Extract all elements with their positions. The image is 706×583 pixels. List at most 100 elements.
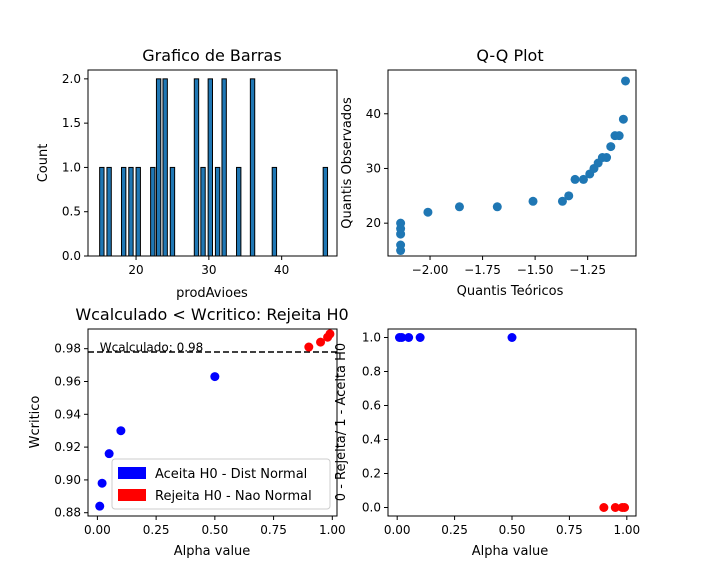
qq-point (570, 174, 580, 184)
wcritico-point (316, 337, 326, 347)
qq-point (492, 202, 502, 212)
wcritico-point (97, 478, 107, 488)
wcritico-xtick-label: 0.25 (143, 523, 170, 537)
wcritico-xlabel: Alpha value (174, 544, 251, 559)
decision-ytick-label: 1.0 (362, 331, 381, 345)
qq-plot-points (396, 76, 630, 256)
bar (322, 166, 329, 257)
decision-ytick-label: 0.0 (362, 501, 381, 515)
bar (128, 166, 134, 257)
bar (169, 166, 176, 257)
wcritico-axes: 0.00 0.25 0.50 0.75 1.00 0.88 0.90 0.92 0.94 0.96… (54, 328, 346, 537)
bar-chart-ytick-label: 1.5 (62, 116, 81, 130)
bar-chart-ytick-label: 2.0 (62, 72, 81, 86)
bar (193, 78, 200, 257)
legend-swatch-aceita (118, 467, 146, 479)
bar-chart-title: Grafico de Barras (142, 46, 281, 65)
bar (271, 166, 278, 257)
wcritico-point (304, 342, 314, 352)
qq-plot-ylabel: Quantis Observados (340, 97, 355, 229)
qq-plot-ytick-label: 30 (366, 161, 381, 175)
qq-point (614, 131, 624, 141)
bar (99, 166, 105, 257)
bar-chart-bars (99, 78, 329, 257)
qq-plot-title: Q-Q Plot (476, 46, 543, 65)
qq-plot-ytick-label: 20 (366, 216, 381, 230)
qq-plot-xtick-label: −2.00 (412, 263, 449, 277)
bar (249, 78, 256, 257)
qq-point (423, 207, 433, 217)
decision-ytick-label: 0.2 (362, 467, 381, 481)
bar (221, 78, 227, 257)
bar-chart-ylabel: Count (36, 144, 51, 183)
qq-plot-ytick-label: 40 (366, 107, 381, 121)
bar (150, 166, 156, 257)
bar (200, 166, 206, 257)
bar (236, 166, 242, 257)
wcritico-ylabel: Wcritico (28, 396, 43, 449)
bar (135, 166, 141, 257)
bar (162, 78, 168, 257)
decision-ytick-label: 0.8 (362, 365, 381, 379)
bar-chart-xtick-label: 40 (274, 263, 289, 277)
bar-chart-xtick-label: 20 (128, 263, 143, 277)
decision-panel: 0.00 0.25 0.50 0.75 1.00 0.0 0.2 0.4 0.6 0.8 1.0 A… (334, 328, 640, 559)
wcritico-frame (87, 328, 338, 517)
bar-chart-axes: 20 30 40 0.0 0.5 1.0 1.5 2.0 (62, 69, 338, 277)
qq-point (528, 196, 538, 206)
decision-xtick-label: 1.00 (613, 523, 640, 537)
qq-point (606, 142, 616, 152)
decision-xlabel: Alpha value (472, 544, 549, 559)
legend-swatch-rejeita (118, 489, 146, 501)
wcritico-panel: Wcalculado < Wcritico: Rejeita H0 Wcalcu… (28, 305, 349, 559)
decision-xtick-label: 0.00 (384, 523, 411, 537)
decision-point (507, 333, 517, 342)
decision-ytick-label: 0.6 (362, 399, 381, 413)
wcritico-xtick-label: 0.50 (201, 523, 228, 537)
qq-point (618, 114, 628, 124)
bar (120, 166, 127, 257)
wcritico-xtick-label: 0.00 (84, 523, 111, 537)
qq-plot-frame (387, 69, 637, 257)
legend-label-rejeita: Rejeita H0 - Nao Normal (155, 489, 312, 504)
wcritico-point (95, 501, 105, 511)
qq-point (620, 76, 630, 86)
wcritico-point (210, 372, 220, 382)
wcritico-ytick-label: 0.90 (54, 473, 81, 487)
wcritico-xtick-label: 1.00 (319, 523, 346, 537)
wcalculado-annotation: Wcalculado: 0.98 (100, 340, 204, 354)
decision-axes: 0.00 0.25 0.50 0.75 1.00 0.0 0.2 0.4 0.6 0.8 1.0 (362, 328, 640, 537)
wcritico-ytick-label: 0.96 (54, 374, 81, 388)
qq-point (454, 202, 464, 212)
qq-plot-xtick-label: −1.75 (464, 263, 501, 277)
wcritico-xtick-label: 0.75 (260, 523, 287, 537)
bar-chart-xlabel: prodAvioes (176, 286, 248, 301)
qq-point (564, 191, 574, 201)
qq-point (578, 174, 588, 184)
wcritico-legend: Aceita H0 - Dist Normal Rejeita H0 - Nao… (111, 458, 331, 510)
legend-frame (111, 458, 331, 510)
decision-point (404, 333, 414, 342)
decision-point (610, 503, 620, 512)
decision-point (599, 503, 609, 512)
qq-point (396, 218, 406, 228)
bar-chart-ytick-label: 0.5 (62, 205, 81, 219)
bar-chart-ytick-label: 1.0 (62, 160, 81, 174)
decision-xtick-label: 0.50 (499, 523, 526, 537)
bar (214, 166, 221, 257)
bar (207, 78, 213, 257)
wcritico-title: Wcalculado < Wcritico: Rejeita H0 (75, 305, 348, 324)
qq-point (602, 153, 612, 163)
qq-plot-xtick-label: −1.50 (517, 263, 554, 277)
decision-point (415, 333, 425, 342)
decision-ylabel: 0 - Rejeita/ 1 - Aceita H0 (334, 343, 349, 501)
decision-xtick-label: 0.25 (441, 523, 468, 537)
wcritico-ytick-label: 0.88 (54, 506, 81, 520)
legend-label-aceita: Aceita H0 - Dist Normal (155, 467, 307, 482)
qq-plot-axes: −2.00 −1.75 −1.50 −1.25 20 30 40 (366, 69, 637, 277)
decision-point (620, 503, 630, 512)
qq-point (396, 240, 406, 250)
decision-ytick-label: 0.4 (362, 433, 381, 447)
